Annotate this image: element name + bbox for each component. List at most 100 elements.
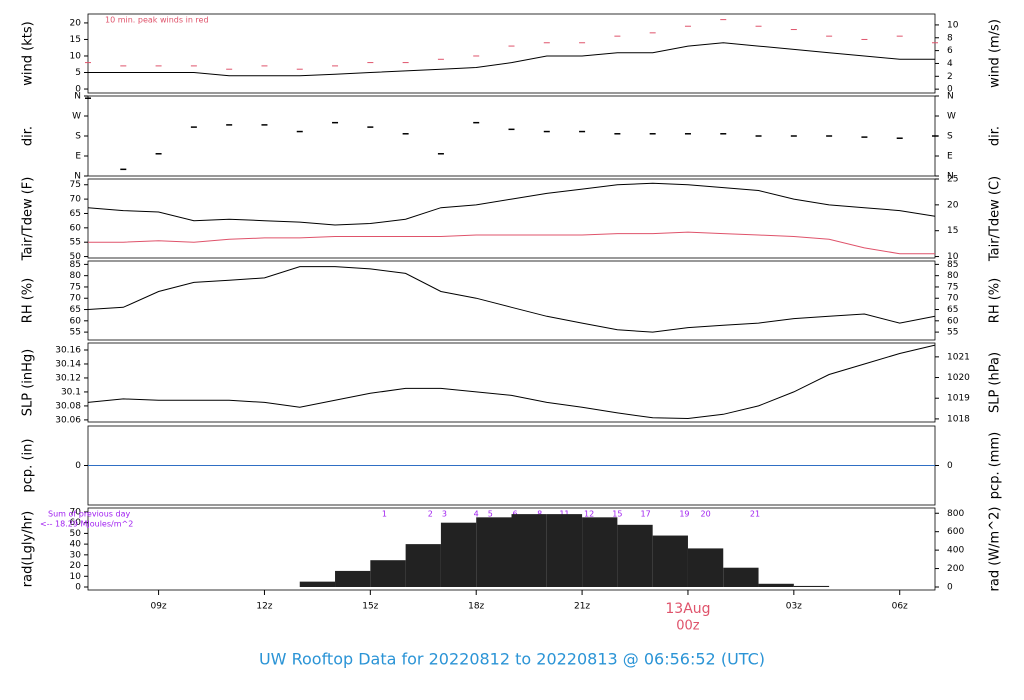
bar: [582, 517, 618, 587]
y-tick-label: 10: [70, 51, 82, 61]
annotation: <-- 18.29 MJoules/m^2: [40, 520, 133, 529]
bar: [758, 583, 794, 587]
y-axis-label: dir.: [21, 126, 36, 146]
y-tick-label: 75: [70, 180, 81, 190]
y2-tick-label: 0: [947, 461, 953, 471]
y-tick-label: 65: [70, 305, 81, 315]
series-line: [87, 344, 936, 420]
y-tick-label: 55: [70, 328, 81, 338]
hour-mark: 21: [750, 510, 760, 519]
y2-tick-label: 85: [947, 260, 958, 270]
y2-tick-label: 1018: [947, 414, 970, 424]
y-tick-label: 85: [70, 260, 81, 270]
hour-mark: 2: [428, 510, 433, 519]
panel-frame: [87, 260, 936, 341]
y-tick-label: 80: [70, 271, 82, 281]
y2-tick-label: 400: [947, 546, 964, 556]
bar: [687, 548, 724, 587]
y-tick-label: 60: [70, 518, 82, 528]
hour-mark: 19: [679, 510, 689, 519]
y-tick-label: 40: [70, 540, 82, 550]
y-tick-label: 75: [70, 282, 81, 292]
y-tick-label: 55: [70, 238, 81, 248]
bar: [299, 581, 336, 587]
y2-tick-label: 4: [947, 59, 953, 69]
series-line: [87, 182, 936, 226]
y-tick-label: 70: [70, 195, 82, 205]
y2-axis-label: wind (m/s): [988, 19, 1003, 88]
y-tick-label: 30.06: [55, 415, 81, 425]
y-tick-label: 0: [75, 582, 81, 592]
chart-title: UW Rooftop Data for 20220812 to 20220813…: [259, 650, 765, 669]
y-axis-label: rad(Lgly/hr): [21, 511, 36, 587]
y-tick-label: N: [74, 92, 81, 102]
x-tick-label: 00z: [676, 619, 700, 634]
y2-tick-label: 600: [947, 527, 964, 537]
bar: [335, 570, 371, 587]
bar: [723, 567, 759, 587]
y-tick-label: E: [75, 152, 81, 162]
bar: [370, 560, 406, 587]
x-tick-label: 21z: [574, 602, 590, 612]
y2-tick-label: 0: [947, 582, 953, 592]
y-tick-label: 5: [75, 68, 81, 78]
x-tick-label: 09z: [150, 602, 166, 612]
y2-tick-label: 25: [947, 175, 958, 185]
y-tick-label: 70: [70, 507, 82, 517]
hour-mark: 6: [512, 510, 517, 519]
series-line: [88, 231, 935, 255]
y2-tick-label: N: [947, 172, 954, 182]
y-axis-label: RH (%): [21, 278, 36, 323]
y2-tick-label: 20: [947, 200, 959, 210]
date-label: 13Aug: [665, 601, 710, 617]
y-axis-label: SLP (inHg): [21, 349, 36, 417]
bar: [652, 535, 688, 587]
y-tick-label: 70: [70, 294, 82, 304]
y2-axis-label: dir.: [988, 126, 1003, 146]
y-tick-label: 0: [75, 461, 81, 471]
hour-mark: 8: [537, 510, 542, 519]
annotation: Sum of previous day: [48, 510, 130, 519]
y2-axis-label: Tair/Tdew (C): [988, 176, 1003, 262]
y2-tick-label: S: [947, 132, 953, 142]
y-tick-label: 50: [70, 252, 82, 262]
x-tick-label: 12z: [256, 602, 272, 612]
series-line: [88, 42, 935, 77]
y-tick-label: 30.16: [55, 345, 81, 355]
hour-mark: 4: [474, 510, 479, 519]
y-tick-label: 30.14: [55, 359, 81, 369]
y2-tick-label: 55: [947, 328, 958, 338]
hour-mark: 12: [584, 510, 594, 519]
y-tick-label: 30: [70, 550, 82, 560]
y-tick-label: 30.1: [61, 387, 81, 397]
y-tick-label: W: [72, 112, 81, 122]
x-tick-label: 18z: [468, 602, 484, 612]
y-tick-label: 30.12: [55, 373, 81, 383]
bar: [511, 514, 547, 587]
panel-frame: [87, 13, 936, 94]
bar: [617, 524, 653, 587]
y2-tick-label: 10: [947, 252, 959, 262]
y-tick-label: 60: [70, 316, 82, 326]
panel-frame: [87, 95, 936, 177]
y2-tick-label: E: [947, 152, 953, 162]
y2-tick-label: 6: [947, 46, 953, 56]
y2-axis-label: rad (W/m^2): [988, 507, 1003, 592]
bar: [793, 585, 830, 587]
y-tick-label: 10: [70, 572, 82, 582]
y-axis-label: Tair/Tdew (F): [21, 177, 36, 262]
y-tick-label: 50: [70, 529, 82, 539]
y2-tick-label: 60: [947, 316, 959, 326]
hour-mark: 3: [442, 510, 447, 519]
y2-tick-label: 1019: [947, 394, 970, 404]
hour-mark: 15: [612, 510, 622, 519]
y2-tick-label: 10: [947, 20, 959, 30]
y-tick-label: 20: [70, 18, 82, 28]
y2-tick-label: 0: [947, 85, 953, 95]
y2-tick-label: 15: [947, 226, 958, 236]
x-tick-label: 15z: [362, 602, 378, 612]
y-tick-label: N: [74, 172, 81, 182]
y2-tick-label: 1020: [947, 373, 970, 383]
y2-tick-label: W: [947, 112, 956, 122]
